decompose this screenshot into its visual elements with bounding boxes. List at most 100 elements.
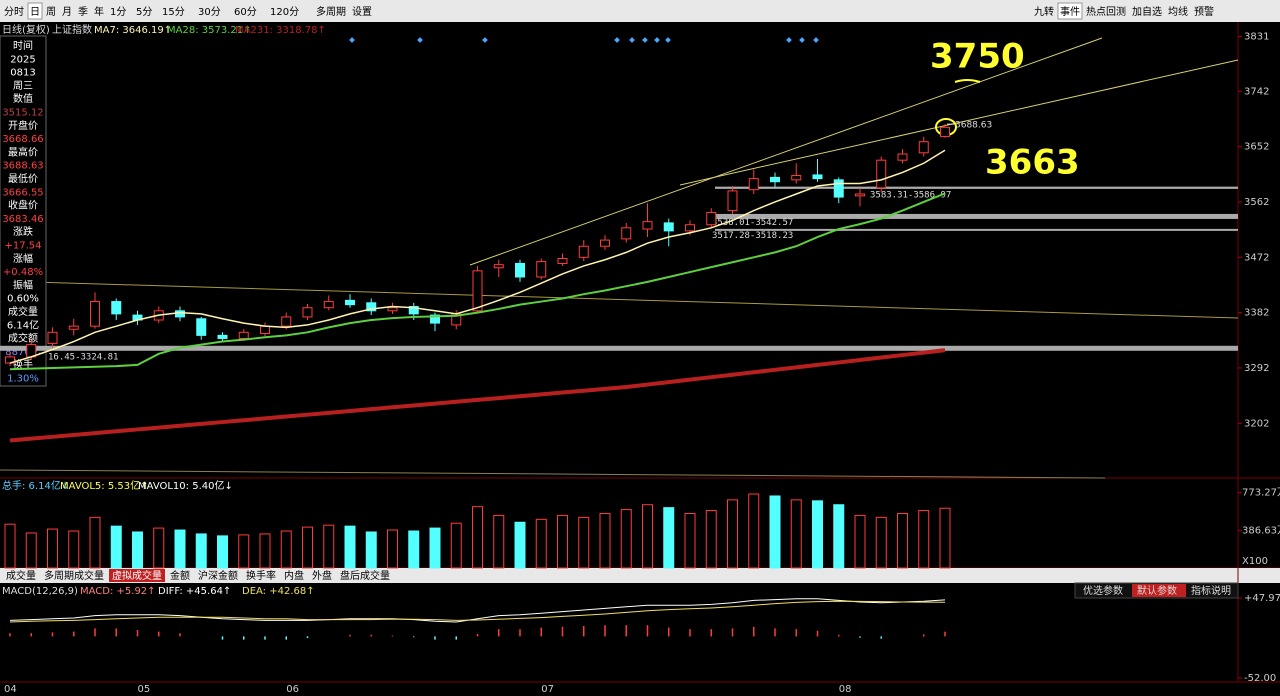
param-tab[interactable]: 指标说明 <box>1191 584 1231 597</box>
volume-tab[interactable]: 成交量 <box>6 569 36 582</box>
candle-body <box>260 325 270 335</box>
volume-bar <box>748 493 760 569</box>
toolbar-button[interactable]: 5分 <box>136 6 152 18</box>
y-tick-label: 386.63万 <box>1242 525 1280 536</box>
legend-entry: DEA: +42.68↑ <box>242 586 315 597</box>
param-tab[interactable]: 默认参数 <box>1137 584 1177 597</box>
price-gap <box>715 186 1238 189</box>
info-value: 3666.55 <box>2 187 43 198</box>
macd-line <box>9 598 946 623</box>
info-value: 0.60% <box>7 294 39 305</box>
toolbar-button[interactable]: 60分 <box>234 6 257 18</box>
candle-body <box>727 190 738 212</box>
annotation: 3750 <box>930 37 1025 77</box>
volume-tab[interactable]: 沪深金额 <box>198 569 238 582</box>
volume-bar <box>195 533 207 569</box>
toolbar-button[interactable]: 30分 <box>198 6 221 18</box>
volume-tab[interactable]: 换手率 <box>246 569 276 582</box>
info-label: 成交量 <box>8 305 38 318</box>
volume-tab[interactable]: 盘后成交量 <box>340 569 390 582</box>
candle-body <box>408 305 419 315</box>
toolbar-button[interactable]: 事件 <box>1060 5 1080 18</box>
toolbar-button[interactable]: 多周期 <box>316 5 346 18</box>
volume-tab[interactable]: 内盘 <box>284 569 304 582</box>
toolbar-button[interactable]: 1分 <box>110 6 126 18</box>
candle-body <box>68 325 79 330</box>
info-label: 收盘价 <box>8 199 38 212</box>
candle-body <box>47 331 58 344</box>
info-value: 周三 <box>13 80 33 92</box>
chart-subtitle: 日线(复权) <box>2 23 50 36</box>
toolbar-button[interactable]: 月 <box>62 6 72 18</box>
toolbar-button[interactable]: 15分 <box>162 6 185 18</box>
volume-bar <box>323 524 335 569</box>
toolbar-button[interactable]: 热点回测 <box>1086 5 1126 18</box>
macd-line <box>9 600 946 623</box>
volume-bar <box>280 530 292 569</box>
volume-bar <box>769 495 781 569</box>
volume-tab[interactable]: 金额 <box>170 569 190 582</box>
candle-body <box>578 245 589 258</box>
toolbar-button[interactable]: 分时 <box>4 6 24 18</box>
candle-body <box>557 258 568 264</box>
candle-body <box>345 299 355 306</box>
toolbar-button[interactable]: 年 <box>94 5 104 18</box>
volume-tab[interactable]: 虚拟成交量 <box>112 569 162 582</box>
legend-entry: MA7: 3646.19↑ <box>94 25 172 36</box>
volume-bar <box>450 522 462 569</box>
candle-body <box>238 331 249 339</box>
volume-bar <box>833 504 845 569</box>
volume-bar <box>620 509 632 569</box>
candle-body <box>387 307 398 312</box>
trend-line <box>0 280 1239 319</box>
candle-body <box>323 301 334 309</box>
info-label: 振幅 <box>13 278 33 291</box>
volume-tab[interactable]: 外盘 <box>312 569 332 582</box>
volume-bar <box>642 504 653 569</box>
volume-bar <box>705 510 717 569</box>
volume-bar <box>408 530 420 569</box>
volume-bar <box>854 514 866 569</box>
tabs-bg <box>0 568 1280 583</box>
volume-bar <box>514 521 526 569</box>
toolbar-button[interactable]: 预警 <box>1194 5 1214 18</box>
gap-label: 3538.01-3542.57 <box>712 218 793 228</box>
info-value: 1.30% <box>7 374 39 385</box>
volume-legend: 总手: 6.14亿↓ <box>2 479 69 492</box>
info-value: 0813 <box>10 68 35 79</box>
toolbar-button[interactable]: 周 <box>46 6 56 18</box>
annotation: 3663 <box>985 143 1080 183</box>
toolbar-button[interactable]: 季 <box>78 6 88 18</box>
y-tick-label: 773.27万 <box>1242 488 1280 499</box>
y-tick-label: 3831 <box>1244 32 1269 43</box>
toolbar-button[interactable]: 日 <box>30 7 40 18</box>
candle-body <box>366 302 377 312</box>
volume-bar <box>535 518 547 569</box>
volume-tab[interactable]: 多周期成交量 <box>44 569 104 582</box>
candle-body <box>536 261 547 278</box>
candle-body <box>493 264 504 269</box>
volume-legend: MAVOL5: 5.53亿↑ <box>60 479 149 492</box>
legend-entry: MA28: 3573.21↑ <box>167 25 251 36</box>
candle-body <box>748 178 759 191</box>
volume-bar <box>238 534 250 569</box>
candle-body <box>600 239 610 247</box>
price-gap <box>715 228 1238 231</box>
info-value: +17.54 <box>4 241 41 252</box>
toolbar-button[interactable]: 加自选 <box>1132 5 1162 18</box>
param-tab[interactable]: 优选参数 <box>1083 584 1123 597</box>
toolbar-button[interactable]: 120分 <box>270 6 299 18</box>
volume-bar <box>684 512 696 569</box>
volume-bar <box>578 516 590 569</box>
toolbar-button[interactable]: 九转 <box>1034 5 1054 18</box>
toolbar-button[interactable]: 设置 <box>352 6 372 18</box>
legend-entry: DIFF: +45.64↑ <box>158 586 231 597</box>
info-label: 数值 <box>13 92 33 105</box>
volume-bar <box>110 525 122 569</box>
candle-body <box>217 334 228 339</box>
gap-label: 3583.31-3586.97 <box>870 190 951 200</box>
toolbar-button[interactable]: 均线 <box>1168 5 1188 18</box>
ma-line <box>9 192 946 371</box>
volume-bar <box>47 528 58 569</box>
